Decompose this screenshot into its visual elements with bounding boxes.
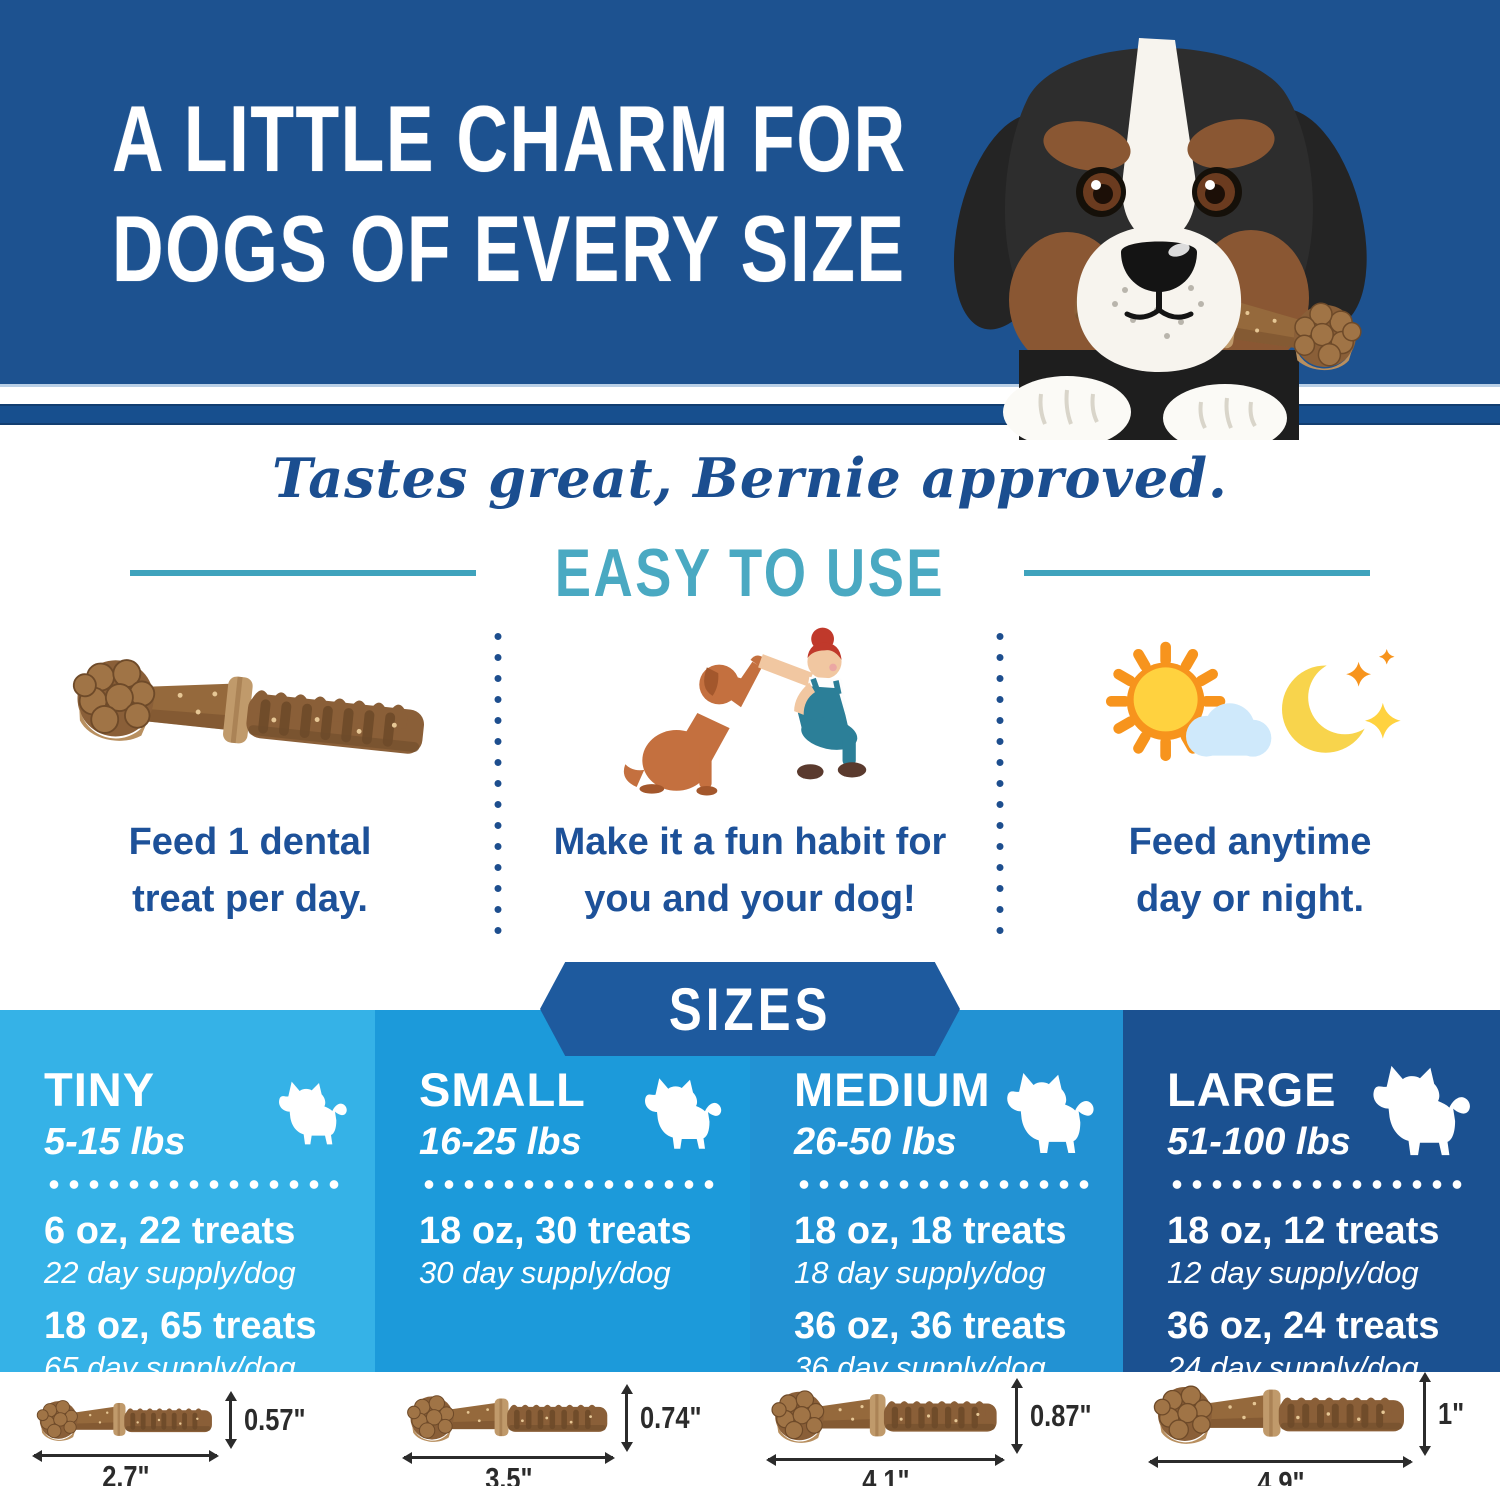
pack-option: 18 oz, 18 treats 18 day supply/dog bbox=[794, 1209, 1099, 1291]
dental-treat-icon bbox=[771, 1390, 998, 1444]
dog-eyes bbox=[1076, 167, 1242, 217]
vertical-arrow bbox=[620, 1384, 633, 1452]
vertical-arrow bbox=[224, 1391, 237, 1449]
treat-dimension-tiny: 0.57" 2.7" bbox=[32, 1391, 319, 1486]
easy-step-anytime: Feed anytime day or night. bbox=[1000, 612, 1500, 942]
dental-treat-icon bbox=[36, 1400, 213, 1442]
horizontal-arrow bbox=[402, 1451, 615, 1464]
dog-silhouette-icon bbox=[645, 1078, 722, 1149]
pack-option: 18 oz, 30 treats 30 day supply/dog bbox=[419, 1209, 726, 1291]
panel-weight-range: 5-15 lbs bbox=[44, 1121, 186, 1163]
length-label: 4.9" bbox=[1256, 1465, 1305, 1486]
pack-option: 18 oz, 12 treats 12 day supply/dog bbox=[1167, 1209, 1476, 1291]
height-label: 0.57" bbox=[244, 1402, 306, 1437]
dotted-divider bbox=[794, 1180, 1095, 1189]
size-panel-medium: MEDIUM 26-50 lbs 18 oz, 18 treats 18 day… bbox=[750, 1010, 1123, 1385]
dog-silhouette-icon bbox=[1007, 1073, 1094, 1153]
size-panel-large: LARGE 51-100 lbs 18 oz, 12 treats 12 day… bbox=[1123, 1010, 1500, 1385]
dotted-divider bbox=[419, 1180, 722, 1189]
easy-step-caption: Feed anytime day or night. bbox=[1129, 814, 1372, 928]
page-title: A LITTLE CHARM FOR DOGS OF EVERY SIZE bbox=[112, 84, 907, 304]
panel-name: SMALL bbox=[419, 1063, 586, 1116]
pack-size: 36 oz, 36 treats bbox=[794, 1305, 1067, 1348]
caption-line: treat per day. bbox=[132, 878, 368, 920]
length-label: 2.7" bbox=[101, 1459, 150, 1486]
sizes-banner: SIZES bbox=[540, 962, 960, 1056]
page-title-line2: DOGS OF EVERY SIZE bbox=[112, 195, 906, 301]
length-label: 4.1" bbox=[861, 1463, 910, 1486]
supply-duration: 12 day supply/dog bbox=[1167, 1254, 1419, 1290]
treat-dimensions-strip: 0.57" 2.7" 0.74" 3.5" 0.87" 4.1" bbox=[0, 1372, 1500, 1486]
panel-weight-range: 16-25 lbs bbox=[419, 1121, 582, 1163]
caption-line: day or night. bbox=[1136, 878, 1364, 920]
dotted-separator bbox=[996, 626, 1004, 942]
easy-step-habit: Make it a fun habit for you and your dog… bbox=[500, 612, 1000, 942]
caption-line: Feed anytime bbox=[1128, 821, 1372, 863]
dog-silhouette-icon bbox=[279, 1081, 347, 1145]
easy-step-caption: Make it a fun habit for you and your dog… bbox=[554, 814, 947, 928]
size-panel-tiny: TINY 5-15 lbs 6 oz, 22 treats 22 day sup… bbox=[0, 1010, 375, 1385]
pack-size: 18 oz, 65 treats bbox=[44, 1305, 317, 1348]
dotted-divider bbox=[44, 1180, 347, 1189]
pack-option: 6 oz, 22 treats 22 day supply/dog bbox=[44, 1209, 351, 1291]
panel-name: TINY bbox=[44, 1063, 156, 1116]
supply-duration: 22 day supply/dog bbox=[44, 1254, 296, 1290]
caption-line: you and your dog! bbox=[584, 878, 916, 920]
sun-and-moon-icon bbox=[1090, 622, 1410, 802]
vertical-arrow bbox=[1010, 1378, 1023, 1454]
dental-treat-icon bbox=[57, 603, 444, 821]
height-label: 1" bbox=[1438, 1396, 1465, 1431]
horizontal-arrow bbox=[766, 1453, 1005, 1466]
vertical-arrow bbox=[1418, 1372, 1431, 1456]
pack-size: 6 oz, 22 treats bbox=[44, 1210, 296, 1252]
sizes-title: SIZES bbox=[668, 975, 832, 1043]
panel-name: MEDIUM bbox=[794, 1063, 991, 1116]
caption-line: Feed 1 dental bbox=[128, 821, 372, 863]
left-rule bbox=[130, 570, 477, 576]
horizontal-arrow bbox=[1148, 1455, 1413, 1468]
length-label: 3.5" bbox=[484, 1461, 533, 1486]
size-panel-small: SMALL 16-25 lbs 18 oz, 30 treats 30 day … bbox=[375, 1010, 750, 1372]
easy-step-caption: Feed 1 dental treat per day. bbox=[129, 814, 372, 928]
dotted-separator bbox=[494, 626, 502, 942]
dental-treat-icon bbox=[1153, 1385, 1405, 1445]
panel-weight-range: 26-50 lbs bbox=[794, 1121, 957, 1163]
treat-dimension-large: 1" 4.9" bbox=[1148, 1372, 1470, 1486]
horizontal-arrow bbox=[32, 1449, 219, 1462]
caption-line: Make it a fun habit for bbox=[553, 821, 947, 863]
height-label: 0.87" bbox=[1030, 1398, 1092, 1433]
treat-dimension-small: 0.74" 3.5" bbox=[402, 1384, 715, 1486]
pack-size: 18 oz, 12 treats bbox=[1167, 1210, 1440, 1252]
dotted-divider bbox=[1167, 1180, 1472, 1189]
bernese-dog-illustration bbox=[953, 38, 1367, 440]
easy-to-use-section: Feed 1 dental treat per day. bbox=[0, 612, 1500, 942]
right-rule bbox=[1023, 570, 1370, 576]
pack-size: 36 oz, 24 treats bbox=[1167, 1305, 1440, 1348]
panel-weight-range: 51-100 lbs bbox=[1167, 1121, 1351, 1163]
dog-high-five-icon bbox=[608, 622, 893, 802]
panel-name: LARGE bbox=[1167, 1063, 1337, 1116]
supply-duration: 30 day supply/dog bbox=[419, 1254, 671, 1290]
dental-treat-icon bbox=[407, 1395, 608, 1443]
supply-duration: 18 day supply/dog bbox=[794, 1254, 1046, 1290]
treat-dimension-medium: 0.87" 4.1" bbox=[766, 1378, 1105, 1486]
height-label: 0.74" bbox=[640, 1400, 702, 1435]
dog-silhouette-icon bbox=[1373, 1065, 1470, 1156]
easy-step-feed: Feed 1 dental treat per day. bbox=[0, 612, 500, 942]
easy-to-use-heading: EASY TO USE bbox=[0, 534, 1500, 612]
tagline: Tastes great, Bernie approved. bbox=[272, 446, 1228, 510]
easy-to-use-title: EASY TO USE bbox=[554, 535, 946, 611]
page-title-line1: A LITTLE CHARM FOR bbox=[112, 86, 907, 191]
size-panels: TINY 5-15 lbs 6 oz, 22 treats 22 day sup… bbox=[0, 1010, 1500, 1385]
pack-size: 18 oz, 30 treats bbox=[419, 1210, 692, 1252]
pack-size: 18 oz, 18 treats bbox=[794, 1210, 1067, 1252]
